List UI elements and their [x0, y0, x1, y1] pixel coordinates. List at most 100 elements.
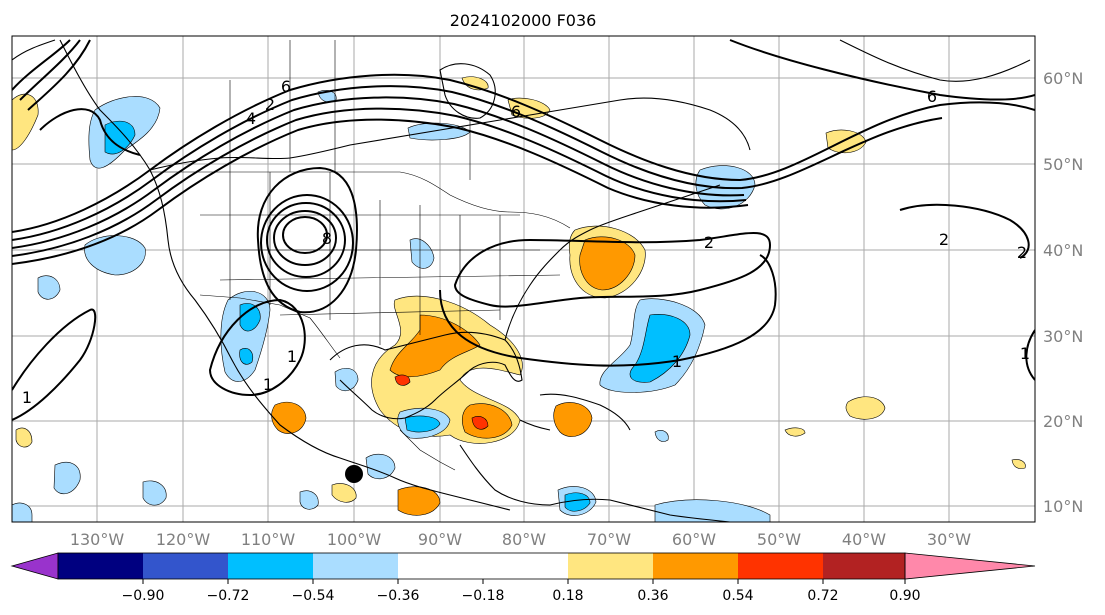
- contour-label-6-east: 6: [927, 87, 937, 106]
- shaded-field: [12, 76, 1026, 522]
- lon-label-110w: 110°W: [241, 530, 296, 549]
- colorbar-bin-5b: [483, 553, 568, 579]
- coast-greenland: [839, 39, 1031, 82]
- field-positive-east: [845, 396, 886, 420]
- political-borders: [150, 40, 571, 471]
- coast-alaska: [12, 39, 56, 61]
- contour-label-1-mex: 1: [287, 347, 297, 366]
- colorbar-ticks: [142, 579, 906, 584]
- lon-label-30w: 30°W: [927, 530, 971, 549]
- field-positive-small-2: [784, 427, 806, 437]
- lat-label-20n: 20°N: [1043, 412, 1083, 431]
- lat-label-40n: 40°N: [1043, 241, 1083, 260]
- contour-label-1-right: 1: [1020, 344, 1030, 363]
- field-negative-pacific-far: [37, 275, 167, 506]
- latitude-labels: 60°N 50°N 40°N 30°N 20°N 10°N: [1043, 69, 1083, 516]
- contour-label-2-far-east: 2: [1017, 243, 1027, 262]
- lat-label-60n: 60°N: [1043, 69, 1083, 88]
- field-positive-small: [15, 427, 33, 448]
- contour-label-2-atlantic: 2: [704, 233, 714, 252]
- colorbar-extend-max: [904, 552, 1036, 580]
- field-negative-venezuela-core: [564, 492, 591, 512]
- contour-1-mex: [208, 298, 306, 397]
- contour-label-8: 8: [322, 229, 332, 248]
- colorbar-bin-9: [823, 553, 905, 579]
- field-positive-gulf-core: [389, 314, 513, 439]
- colorbar-label-6: 0.36: [637, 588, 668, 604]
- contour-label-6-west: 6: [281, 77, 291, 96]
- contour-nw-1: [12, 39, 91, 111]
- field-negative-left-bottom: [12, 490, 319, 522]
- border-central-am: [399, 429, 456, 471]
- map-title: 2024102000 F036: [450, 11, 597, 30]
- colorbar-bin-4: [313, 553, 398, 579]
- field-negative-baja-core: [239, 303, 261, 365]
- lon-label-70w: 70°W: [587, 530, 631, 549]
- contour-low-3: [266, 202, 346, 278]
- lon-label-60w: 60°W: [672, 530, 716, 549]
- contour-label-2-east: 2: [939, 230, 949, 249]
- contour-label-1-atlantic: 1: [672, 352, 682, 371]
- border-states-1: [229, 172, 501, 345]
- lat-label-50n: 50°N: [1043, 155, 1083, 174]
- colorbar-label-3: −0.36: [377, 588, 420, 604]
- contour-nw-2: [39, 108, 141, 156]
- contour-low-4: [260, 194, 354, 292]
- field-negative-pacific: [334, 367, 396, 480]
- colorbar-label-7: 0.54: [722, 588, 753, 604]
- colorbar: −0.90 −0.72 −0.54 −0.36 −0.18 0.18 0.36 …: [10, 552, 1036, 604]
- map-area: 6 6 4 2 6 8 2 2 2 1 1 1 1 1: [11, 35, 1036, 523]
- colorbar-label-1: −0.72: [207, 588, 250, 604]
- lon-label-50w: 50°W: [757, 530, 801, 549]
- field-positive-mexico: [271, 401, 307, 434]
- border-us-canada: [150, 171, 571, 229]
- contour-jet-5: [12, 118, 749, 265]
- coast-south-america: [549, 498, 731, 522]
- contour-labels: 6 6 4 2 6 8 2 2 2 1 1 1 1 1: [22, 77, 1030, 407]
- border-us-mexico: [199, 294, 341, 359]
- storm-center-marker: [345, 465, 363, 483]
- contour-jet-4: [12, 107, 747, 257]
- lon-label-90w: 90°W: [418, 530, 462, 549]
- colorbar-bin-7: [653, 553, 738, 579]
- field-positive-pacific: [331, 483, 357, 503]
- contour-low-2: [273, 210, 337, 266]
- contour-1-right: [1025, 329, 1035, 381]
- colorbar-label-4: −0.18: [462, 588, 505, 604]
- colorbar-label-2: −0.54: [292, 588, 335, 604]
- contour-1-left: [12, 308, 97, 421]
- field-negative-central-am-core: [404, 415, 441, 433]
- contour-north-6: [729, 39, 1035, 101]
- contour-2-loop: [453, 232, 772, 308]
- colorbar-label-9: 0.90: [889, 588, 920, 604]
- contours: [12, 39, 1035, 421]
- contour-label-4: 4: [246, 109, 256, 128]
- contour-low-5: [256, 166, 358, 314]
- lon-label-100w: 100°W: [327, 530, 382, 549]
- coast-caribbean: [459, 393, 631, 506]
- coastlines: [12, 39, 1031, 522]
- coast-hudson: [439, 63, 496, 119]
- colorbar-tick-labels: −0.90 −0.72 −0.54 −0.36 −0.18 0.18 0.36 …: [122, 588, 921, 604]
- lon-label-80w: 80°W: [502, 530, 546, 549]
- contour-jet-3: [12, 96, 745, 249]
- contour-label-1-baja: 1: [263, 375, 273, 394]
- contour-east-2: [899, 203, 1030, 259]
- colorbar-bin-1: [58, 553, 143, 579]
- colorbar-bin-2: [143, 553, 228, 579]
- colorbar-label-5: 0.18: [552, 588, 583, 604]
- contour-low-1: [282, 216, 328, 254]
- contour-jet-2: [12, 85, 943, 241]
- coast-north-america-west: [59, 39, 511, 511]
- colorbar-bin-5: [398, 553, 483, 579]
- coast-east-us: [504, 184, 721, 341]
- border-states-2: [200, 214, 561, 316]
- map-frame: [11, 35, 1036, 523]
- field-negative-venezuela: [557, 486, 771, 522]
- field-positive-pacific-2: [397, 486, 441, 516]
- colorbar-bin-3: [228, 553, 313, 579]
- lat-label-10n: 10°N: [1043, 497, 1083, 516]
- contour-label-6-canada: 6: [511, 102, 521, 121]
- coast-gulf: [329, 331, 523, 420]
